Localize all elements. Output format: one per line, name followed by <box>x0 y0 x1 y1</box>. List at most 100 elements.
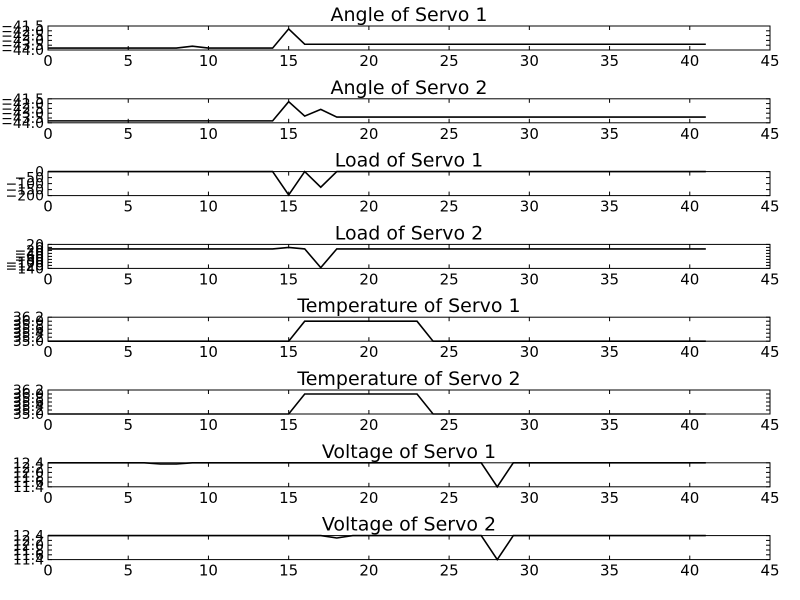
y-tick-label: −41.5 <box>1 92 44 108</box>
x-tick-label: 40 <box>680 489 699 507</box>
x-tick-label: 35 <box>600 52 619 70</box>
y-tick-label: 35.2 <box>13 330 44 346</box>
x-tick-label: 0 <box>43 562 53 580</box>
y-tick-label: 12.0 <box>13 465 44 481</box>
y-tick-label: −80 <box>14 252 44 268</box>
x-tick-label: 40 <box>680 52 699 70</box>
axes-frame <box>47 535 771 561</box>
x-tick-label: 15 <box>279 52 298 70</box>
x-tick-label: 20 <box>359 343 378 361</box>
subplot-title: Temperature of Servo 2 <box>296 368 520 390</box>
x-tick-label: 20 <box>359 489 378 507</box>
axes-frame <box>47 171 771 197</box>
x-tick-label: 0 <box>43 270 53 288</box>
x-tick-label: 35 <box>600 489 619 507</box>
subplot-1: Angle of Servo 10 5 10 15 20 25 30 35 40 45−44.0−… <box>1 4 779 70</box>
x-tick-label: 5 <box>123 343 133 361</box>
y-tick-label: −44.0 <box>1 43 44 59</box>
x-tick-label: 40 <box>680 343 699 361</box>
x-tick-label: 5 <box>123 125 133 143</box>
subplot-7: Voltage of Servo 1 0 5 10 15 20 25 30 35 40 45 11.4… <box>13 441 780 507</box>
x-tick-label: 20 <box>359 416 378 434</box>
y-tick-label: 11.8 <box>13 543 44 559</box>
x-tick-label: 5 <box>123 416 133 434</box>
x-tick-label: 0 <box>43 52 53 70</box>
series-line <box>48 393 706 415</box>
x-tick-label: 10 <box>199 343 218 361</box>
x-tick-label: 30 <box>520 52 539 70</box>
x-tick-label: 0 <box>43 489 53 507</box>
series-line <box>48 461 706 489</box>
y-tick-label: −41.5 <box>1 19 44 35</box>
y-tick-label: 36.2 <box>13 383 44 399</box>
x-tick-label: 45 <box>760 416 779 434</box>
x-tick-label: 35 <box>600 343 619 361</box>
y-tick-label: −42.5 <box>1 29 44 45</box>
x-tick-label: 40 <box>680 270 699 288</box>
x-tick-label: 45 <box>760 52 779 70</box>
x-tick-label: 30 <box>520 343 539 361</box>
x-tick-label: 20 <box>359 562 378 580</box>
y-tick-label: 11.4 <box>13 553 44 569</box>
x-tick-label: 30 <box>520 125 539 143</box>
y-tick-label: −44.0 <box>1 116 44 132</box>
x-tick-label: 15 <box>279 198 298 216</box>
y-tick-label: 12.2 <box>13 461 44 477</box>
x-tick-label: 45 <box>760 489 779 507</box>
y-tick-label: 35.4 <box>13 399 44 415</box>
y-tick-label: −60 <box>14 249 44 265</box>
x-tick-label: 30 <box>520 489 539 507</box>
x-tick-label: 25 <box>440 52 459 70</box>
x-tick-label: 15 <box>279 343 298 361</box>
x-tick-label: 15 <box>279 125 298 143</box>
x-tick-label: 35 <box>600 125 619 143</box>
x-tick-label: 25 <box>440 489 459 507</box>
subplot-title: Load of Servo 1 <box>335 150 484 172</box>
x-tick-label: 30 <box>520 562 539 580</box>
subplot-4: Load of Servo 2 0 5 10 15 20 25 30 35 40 45 −140−12… <box>6 222 780 288</box>
y-tick-label: 35.2 <box>13 403 44 419</box>
x-tick-label: 0 <box>43 416 53 434</box>
y-tick-label: −120 <box>6 258 44 274</box>
y-tick-label: 35.4 <box>13 326 44 342</box>
y-tick-label: 20 <box>26 237 44 253</box>
y-tick-label: −20 <box>14 243 44 259</box>
y-tick-label: −100 <box>6 255 44 271</box>
x-tick-label: 35 <box>600 198 619 216</box>
x-tick-label: 25 <box>440 125 459 143</box>
x-tick-label: 40 <box>680 562 699 580</box>
subplot-3: Load of Servo 1 0 5 10 15 20 25 30 35 40 45 −200−15… <box>6 150 780 216</box>
x-tick-label: 20 <box>359 52 378 70</box>
subplot-title: Temperature of Servo 1 <box>296 295 520 317</box>
y-tick-label: −42.5 <box>1 101 44 117</box>
subplot-title: Angle of Servo 1 <box>330 4 487 26</box>
x-tick-label: 25 <box>440 198 459 216</box>
subplot-8: Voltage of Servo 2 0 5 10 15 20 25 30 35 40 45 11.4… <box>13 514 780 580</box>
x-tick-label: 0 <box>43 343 53 361</box>
x-tick-label: 0 <box>43 198 53 216</box>
subplot-title: Voltage of Servo 2 <box>322 514 496 536</box>
x-tick-label: 5 <box>123 270 133 288</box>
y-tick-label: 36.2 <box>13 310 44 326</box>
y-tick-label: 35.0 <box>13 407 44 423</box>
x-tick-label: 5 <box>123 562 133 580</box>
x-tick-label: 45 <box>760 125 779 143</box>
x-tick-label: 20 <box>359 270 378 288</box>
x-tick-label: 35 <box>600 416 619 434</box>
y-tick-label: −43.5 <box>1 111 44 127</box>
x-tick-label: 20 <box>359 125 378 143</box>
series-line <box>48 320 706 343</box>
x-tick-label: 35 <box>600 270 619 288</box>
x-tick-label: 15 <box>279 489 298 507</box>
subplot-6: Temperature of Servo 2 0 5 10 15 20 25 30 35 40 45… <box>13 368 780 434</box>
y-tick-label: −42.0 <box>1 24 44 40</box>
y-tick-label: 11.8 <box>13 470 44 486</box>
y-tick-label: 12.0 <box>13 538 44 554</box>
series-line <box>48 27 706 49</box>
x-tick-label: 35 <box>600 562 619 580</box>
x-tick-label: 0 <box>43 125 53 143</box>
subplot-5: Temperature of Servo 1 0 5 10 15 20 25 30 35 40 45… <box>13 295 780 361</box>
y-tick-label: 36.0 <box>13 314 44 330</box>
x-tick-label: 40 <box>680 416 699 434</box>
